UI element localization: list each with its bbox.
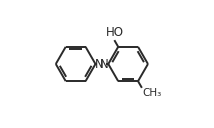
Text: N: N xyxy=(100,57,108,71)
Text: N: N xyxy=(95,57,104,71)
Text: HO: HO xyxy=(106,26,124,39)
Text: CH₃: CH₃ xyxy=(142,88,161,98)
